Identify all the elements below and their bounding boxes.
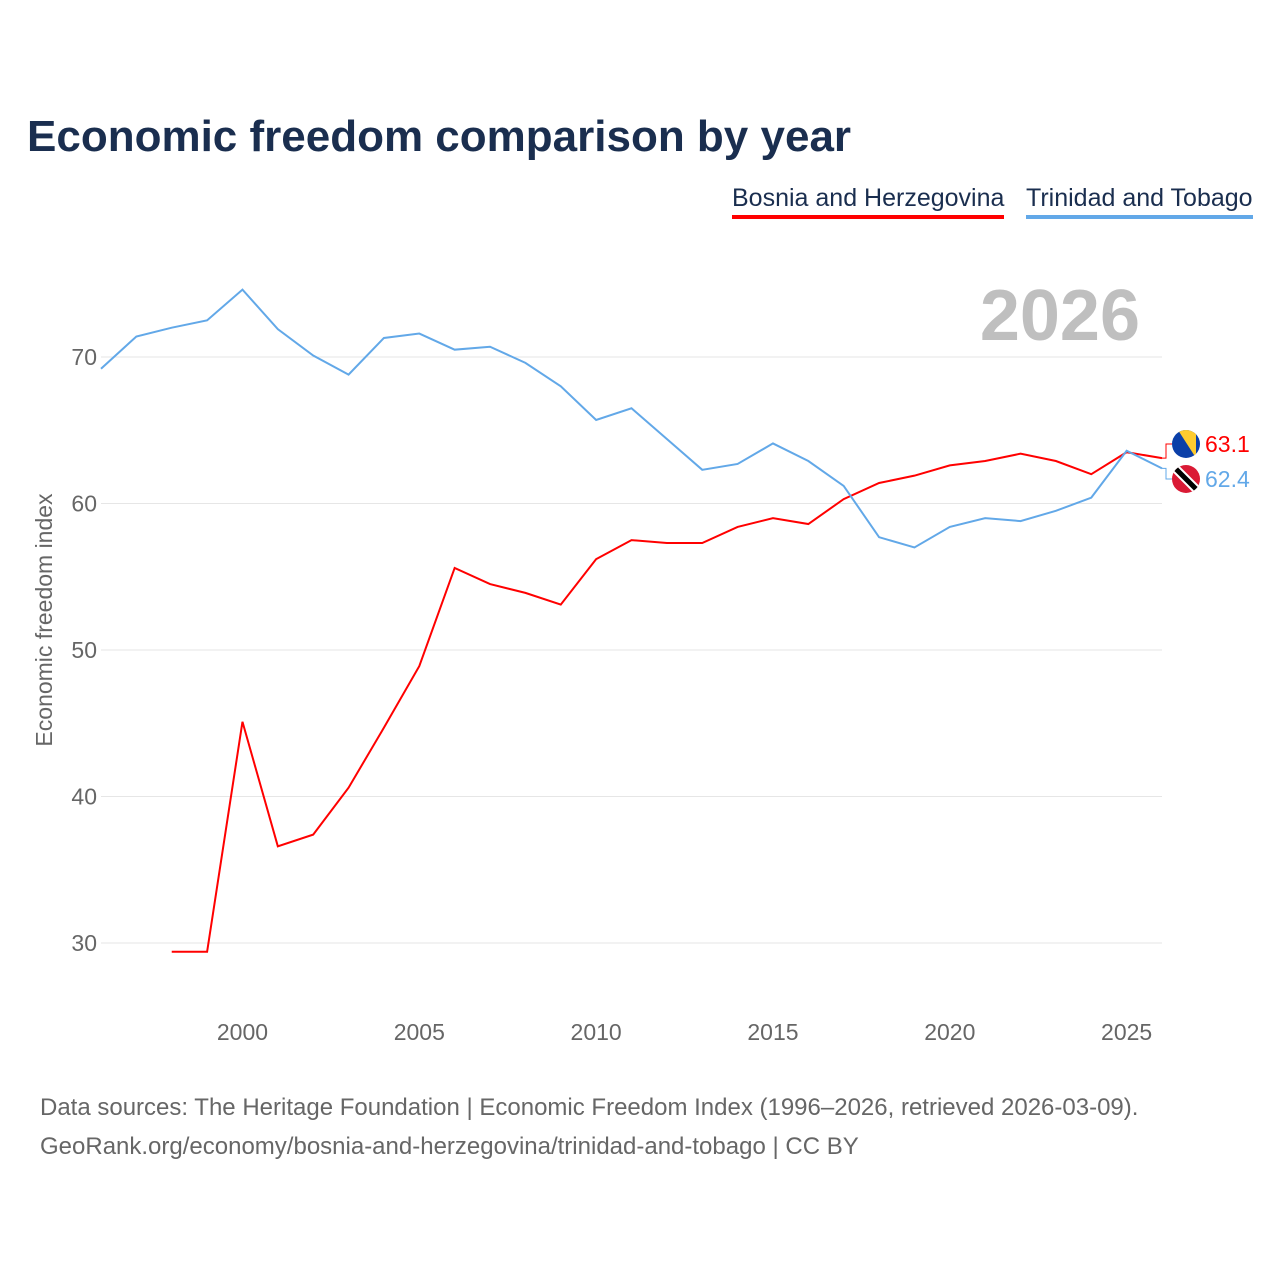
chart-title: Economic freedom comparison by year (27, 112, 852, 161)
x-tick-label: 2020 (924, 1019, 975, 1045)
x-tick-label: 2015 (747, 1019, 798, 1045)
y-tick-label: 40 (71, 784, 97, 810)
y-tick-label: 70 (71, 344, 97, 370)
source-line-1: Data sources: The Heritage Foundation | … (40, 1094, 1139, 1121)
y-tick-label: 60 (71, 491, 97, 517)
y-axis-label: Economic freedom index (31, 493, 57, 747)
year-watermark: 2026 (980, 276, 1140, 356)
x-tick-label: 2010 (571, 1019, 622, 1045)
y-tick-label: 50 (71, 637, 97, 663)
series-line (171, 451, 1163, 953)
source-line-2: GeoRank.org/economy/bosnia-and-herzegovi… (40, 1133, 859, 1160)
label-connector (1162, 443, 1172, 459)
bosnia-flag-icon (1172, 430, 1200, 458)
x-tick-label: 2005 (394, 1019, 445, 1045)
legend-trinidad[interactable]: Trinidad and Tobago (1026, 184, 1253, 219)
series-line (100, 288, 1163, 549)
legend-bosnia[interactable]: Bosnia and Herzegovina (732, 184, 1005, 219)
end-value-label: 62.4 (1205, 466, 1250, 492)
x-tick-label: 2000 (217, 1019, 268, 1045)
x-tick-label: 2025 (1101, 1019, 1152, 1045)
label-connector (1162, 467, 1172, 480)
source-note: Data sources: The Heritage Foundation | … (40, 1088, 1138, 1166)
y-tick-label: 30 (71, 930, 97, 956)
end-value-label: 63.1 (1205, 431, 1250, 457)
trinidad-flag-icon (1172, 465, 1200, 493)
